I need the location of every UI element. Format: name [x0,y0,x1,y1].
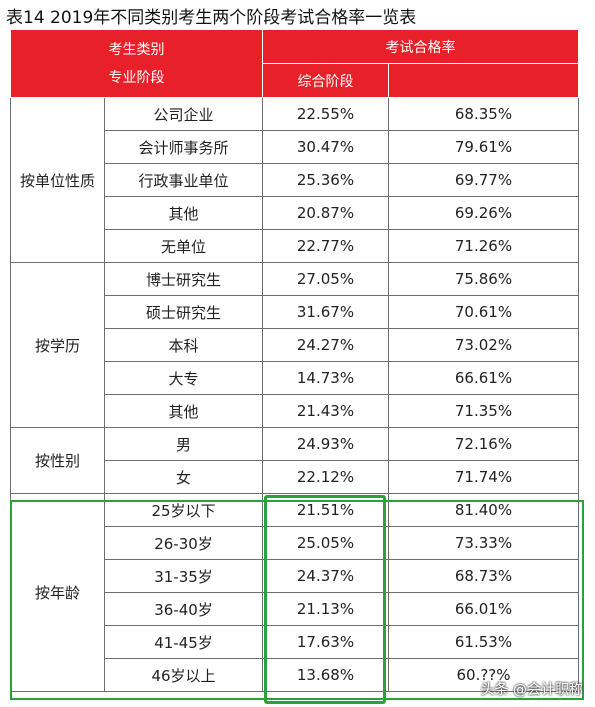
comprehensive-rate-cell: 27.05% [262,262,389,296]
comprehensive-rate-cell: 14.73% [262,361,389,395]
subcategory-cell: 公司企业 [104,97,263,131]
comprehensive-rate-cell: 30.47% [262,130,389,164]
header-professional-stage [388,63,579,98]
comprehensive-rate-cell: 22.12% [262,460,389,494]
professional-rate-cell: 66.61% [388,361,579,395]
table-row: 会计师事务所 30.47% 79.61% [11,130,579,164]
table-row: 行政事业单位 25.36% 69.77% [11,163,579,197]
table-row: 按单位性质 公司企业 22.55% 68.35% [10,97,579,263]
header-row-2: 综合阶段 [11,63,579,98]
comprehensive-rate-cell: 17.63% [262,625,389,659]
subcategory-cell: 本科 [104,328,263,362]
professional-rate-cell: 60.??% [388,658,579,692]
professional-rate-cell: 73.33% [388,526,579,560]
subcategory-cell: 硕士研究生 [104,295,263,329]
professional-rate-cell: 69.26% [388,196,579,230]
group-label: 按单位性质 [10,97,105,263]
subcategory-cell: 25岁以下 [104,493,263,527]
professional-rate-cell: 69.77% [388,163,579,197]
table-row: 26-30岁 25.05% 73.33% [11,526,579,560]
table-row: 41-45岁 17.63% 61.53% [11,625,579,659]
comprehensive-rate-cell: 25.36% [262,163,389,197]
comprehensive-rate-cell: 21.51% [262,493,389,527]
comprehensive-rate-cell: 22.77% [262,229,389,263]
comprehensive-rate-cell: 25.05% [262,526,389,560]
group-label: 按性别 [10,427,105,494]
comprehensive-rate-cell: 13.68% [262,658,389,692]
professional-rate-cell: 75.86% [388,262,579,296]
subcategory-cell: 行政事业单位 [104,163,263,197]
header-category-cell: 考生类别 专业阶段 [10,29,263,98]
professional-rate-cell: 61.53% [388,625,579,659]
professional-rate-cell: 73.02% [388,328,579,362]
subcategory-cell: 大专 [104,361,263,395]
header-category-label: 考生类别 [108,41,165,58]
header-row-1: 考生类别 专业阶段 考试合格率 [10,29,579,98]
group-label: 按年龄 [10,493,105,692]
professional-rate-cell: 66.01% [388,592,579,626]
subcategory-cell: 26-30岁 [104,526,263,560]
subcategory-cell: 36-40岁 [104,592,263,626]
comprehensive-rate-cell: 20.87% [262,196,389,230]
table-row: 大专 14.73% 66.61% [11,361,579,395]
professional-rate-cell: 72.16% [388,427,579,461]
table-row: 31-35岁 24.37% 68.73% [11,559,579,593]
table-row: 按性别男 24.93% 72.16% [10,427,579,494]
table-row: 女 22.12% 71.74% [11,460,579,494]
subcategory-cell: 其他 [104,394,263,428]
subcategory-cell: 其他 [104,196,263,230]
subcategory-cell: 博士研究生 [104,262,263,296]
professional-rate-cell: 68.35% [388,97,579,131]
professional-rate-cell: 68.73% [388,559,579,593]
table-row: 硕士研究生 31.67% 70.61% [11,295,579,329]
comprehensive-rate-cell: 22.55% [262,97,389,131]
professional-rate-cell: 71.35% [388,394,579,428]
table-row: 其他 21.43% 71.35% [11,394,579,428]
table-row: 按年龄 25岁以下 21.51% 81.40% [10,493,579,692]
comprehensive-rate-cell: 24.93% [262,427,389,461]
subcategory-cell: 男 [104,427,263,461]
comprehensive-rate-cell: 21.43% [262,394,389,428]
subcategory-cell: 41-45岁 [104,625,263,659]
professional-rate-cell: 70.61% [388,295,579,329]
comprehensive-rate-cell: 24.27% [262,328,389,362]
subcategory-cell: 会计师事务所 [104,130,263,164]
comprehensive-rate-cell: 24.37% [262,559,389,593]
comprehensive-rate-cell: 31.67% [262,295,389,329]
subcategory-cell: 女 [104,460,263,494]
table-row: 36-40岁 21.13% 66.01% [11,592,579,626]
header-stage-label: 专业阶段 [108,69,165,86]
professional-rate-cell: 71.74% [388,460,579,494]
subcategory-cell: 31-35岁 [104,559,263,593]
professional-rate-cell: 81.40% [388,493,579,527]
watermark: 头条 @会计职称 [480,682,583,698]
header-pass-rate: 考试合格率 [262,29,579,64]
table-row: 无单位 22.77% 71.26% [11,229,579,263]
professional-rate-cell: 79.61% [388,130,579,164]
table-row: 其他 20.87% 69.26% [11,196,579,230]
table-row: 按学历 博士研究生 27.05% 75.86% [10,262,579,428]
subcategory-cell: 无单位 [104,229,263,263]
table-row: 46岁以上 13.68% 60.??% [11,658,579,692]
professional-rate-cell: 71.26% [388,229,579,263]
comprehensive-rate-cell: 21.13% [262,592,389,626]
subcategory-cell: 46岁以上 [104,658,263,692]
group-label: 按学历 [10,262,105,428]
header-comprehensive-stage: 综合阶段 [262,63,389,98]
pass-rate-table: 考生类别 专业阶段 考试合格率 综合阶段 按单位性质 公司企业 22.55% 68.3… [10,29,579,692]
table-title: 表14 2019年不同类别考生两个阶段考试合格率一览表 [6,8,417,28]
